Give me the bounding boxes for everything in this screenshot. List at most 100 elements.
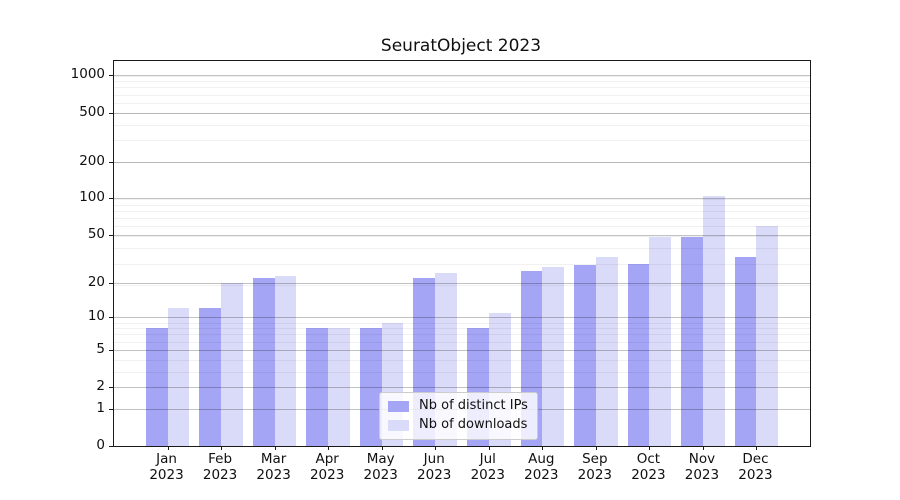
minor-gridline bbox=[114, 140, 810, 142]
y-tick-mark bbox=[109, 282, 114, 284]
minor-gridline bbox=[114, 94, 810, 96]
x-tick-mark bbox=[167, 446, 169, 450]
y-axis-tick-label: 200 bbox=[79, 152, 105, 169]
minor-gridline bbox=[114, 328, 810, 330]
x-tick-mark bbox=[274, 446, 276, 450]
y-axis-tick-label: 10 bbox=[87, 308, 105, 325]
x-axis-tick-label: Dec 2023 bbox=[738, 451, 773, 483]
bar-downloads-mar bbox=[274, 275, 297, 446]
x-tick-mark bbox=[381, 446, 383, 450]
minor-gridline bbox=[114, 75, 810, 77]
y-tick-mark bbox=[109, 75, 114, 77]
x-axis-tick-label: Aug 2023 bbox=[524, 451, 559, 483]
y-tick-mark bbox=[109, 112, 114, 114]
legend-label: Nb of downloads bbox=[419, 417, 528, 432]
minor-gridline bbox=[114, 248, 810, 250]
y-axis-tick-label: 20 bbox=[87, 273, 105, 290]
y-tick-mark bbox=[109, 387, 114, 389]
legend: Nb of distinct IPs Nb of downloads bbox=[379, 392, 538, 440]
y-axis-tick-label: 100 bbox=[79, 189, 105, 206]
bar-ips-apr bbox=[306, 328, 329, 446]
minor-gridline bbox=[114, 226, 810, 228]
major-gridline bbox=[114, 161, 810, 163]
y-tick-mark bbox=[109, 349, 114, 351]
bar-downloads-oct bbox=[649, 237, 672, 446]
x-axis-tick-label: Jul 2023 bbox=[470, 451, 505, 483]
major-gridline bbox=[114, 282, 810, 284]
minor-gridline bbox=[114, 199, 810, 200]
minor-gridline bbox=[114, 285, 810, 287]
chart-title: SeuratObject 2023 bbox=[380, 36, 542, 56]
minor-gridline bbox=[114, 112, 810, 114]
x-axis-tick-label: Apr 2023 bbox=[309, 451, 345, 483]
bar-downloads-aug bbox=[542, 267, 565, 446]
x-axis-tick-label: Nov 2023 bbox=[684, 451, 720, 483]
bar-downloads-dec bbox=[756, 225, 779, 446]
legend-label: Nb of distinct IPs bbox=[419, 398, 528, 413]
x-tick-mark bbox=[488, 446, 490, 450]
bar-ips-oct bbox=[627, 263, 650, 446]
bar-downloads-apr bbox=[328, 328, 350, 446]
major-gridline bbox=[114, 387, 810, 389]
minor-gridline bbox=[114, 322, 810, 324]
y-tick-mark bbox=[109, 446, 114, 447]
x-axis-tick-label: May 2023 bbox=[363, 451, 398, 483]
bar-ips-nov bbox=[681, 237, 703, 446]
bar-ips-dec bbox=[734, 256, 757, 446]
y-axis-tick-label: 1000 bbox=[70, 66, 105, 83]
x-tick-mark bbox=[756, 446, 758, 450]
y-tick-mark bbox=[109, 408, 114, 410]
plot-area bbox=[109, 60, 811, 450]
y-axis-tick-label: 2 bbox=[96, 378, 105, 395]
legend-item: Nb of distinct IPs bbox=[388, 398, 528, 414]
minor-gridline bbox=[114, 81, 810, 83]
y-axis-tick-label: 1 bbox=[96, 399, 105, 416]
x-tick-mark bbox=[649, 446, 651, 450]
minor-gridline bbox=[114, 87, 810, 89]
x-axis-tick-label: Mar 2023 bbox=[256, 451, 291, 483]
bar-ips-mar bbox=[252, 277, 275, 446]
minor-gridline bbox=[114, 102, 810, 104]
bar-ips-may bbox=[359, 328, 382, 446]
major-gridline bbox=[114, 235, 810, 237]
x-tick-mark bbox=[328, 446, 330, 450]
x-axis-tick-label: Jun 2023 bbox=[417, 451, 452, 483]
y-axis-tick-label: 5 bbox=[96, 340, 105, 357]
y-axis-tick-label: 50 bbox=[87, 226, 105, 243]
major-gridline bbox=[114, 349, 810, 351]
minor-gridline bbox=[114, 341, 810, 343]
y-axis-tick-label: 500 bbox=[79, 103, 105, 120]
major-gridline bbox=[114, 317, 810, 319]
bar-downloads-feb bbox=[221, 282, 243, 446]
minor-gridline bbox=[114, 218, 810, 220]
legend-item: Nb of downloads bbox=[388, 417, 528, 433]
x-tick-mark bbox=[221, 446, 223, 450]
minor-gridline bbox=[114, 210, 810, 212]
legend-swatch bbox=[388, 400, 409, 412]
major-gridline bbox=[114, 112, 810, 114]
minor-gridline bbox=[114, 359, 810, 361]
x-axis-tick-label: Feb 2023 bbox=[202, 451, 238, 483]
minor-gridline bbox=[114, 334, 810, 336]
minor-gridline bbox=[114, 236, 810, 238]
minor-gridline bbox=[114, 161, 810, 163]
x-tick-mark bbox=[542, 446, 544, 450]
x-tick-mark bbox=[595, 446, 597, 450]
y-tick-mark bbox=[109, 317, 114, 319]
bar-downloads-sep bbox=[595, 256, 618, 446]
bar-ips-jan bbox=[145, 328, 168, 446]
y-tick-mark bbox=[109, 161, 114, 163]
legend-swatch bbox=[388, 419, 409, 431]
x-axis-tick-label: Sep 2023 bbox=[577, 451, 613, 483]
bar-ips-feb bbox=[199, 308, 222, 446]
x-axis-tick-label: Jan 2023 bbox=[149, 451, 184, 483]
bar-downloads-nov bbox=[702, 196, 725, 446]
bar-downloads-jan bbox=[167, 308, 190, 446]
x-axis-tick-label: Oct 2023 bbox=[631, 451, 666, 483]
minor-gridline bbox=[114, 204, 810, 206]
x-tick-mark bbox=[702, 446, 704, 450]
y-tick-mark bbox=[109, 235, 114, 237]
major-gridline bbox=[114, 198, 810, 200]
y-axis-tick-label: 0 bbox=[96, 437, 105, 453]
